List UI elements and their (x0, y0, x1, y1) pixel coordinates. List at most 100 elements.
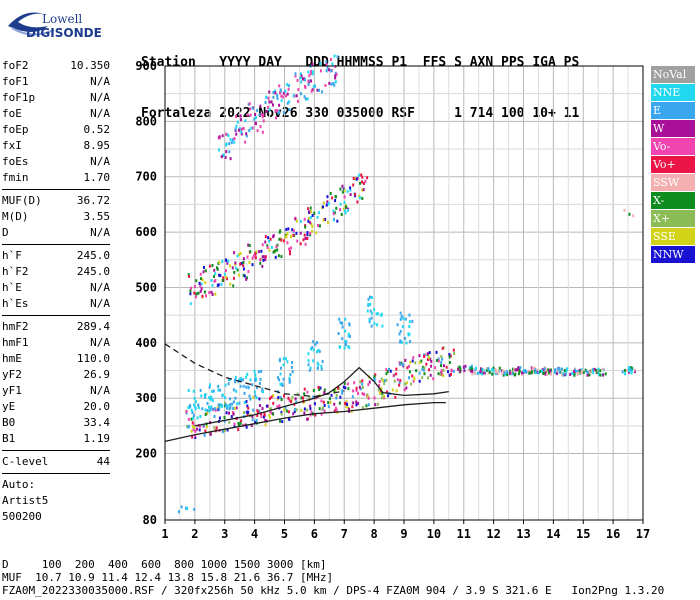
echo-point (370, 316, 373, 320)
echo-point (339, 321, 342, 325)
echo-point (408, 370, 411, 374)
legend-item: W (651, 120, 695, 137)
echo-point (307, 207, 310, 211)
param-row: B1 1.19 (2, 431, 112, 447)
echo-point (189, 286, 192, 290)
echo-point (217, 384, 220, 388)
echo-point (280, 410, 283, 414)
param-value: 245.0 (76, 265, 110, 278)
echo-point (561, 372, 564, 376)
echo-point (249, 107, 252, 111)
echo-point (447, 370, 450, 374)
param-label: foE (2, 107, 22, 120)
param-separator (2, 450, 110, 451)
echo-point (307, 352, 310, 356)
echo-point (275, 245, 278, 249)
echo-point (473, 371, 476, 375)
echo-point (225, 258, 228, 262)
echo-point (235, 406, 238, 410)
echo-point (327, 202, 330, 206)
echo-point (562, 372, 565, 376)
echo-point (193, 426, 196, 430)
echo-point (312, 84, 315, 88)
echo-point (373, 375, 376, 379)
param-label: hmF1 (2, 336, 29, 349)
echo-point (277, 376, 280, 380)
param-label: fxI (2, 139, 22, 152)
x-tick-label: 8 (371, 527, 378, 541)
x-tick-labels: 1 2 3 4 5 6 7 8 9 10 11 12 13 14 15 16 17 (161, 527, 650, 541)
echo-point (356, 401, 359, 405)
echo-point (218, 406, 221, 410)
echo-point (442, 364, 445, 368)
param-row: MUF(D) 36.72 (2, 193, 112, 209)
echo-point (348, 346, 351, 350)
param-label: yF2 (2, 368, 22, 381)
echo-point (383, 394, 386, 398)
echo-point (229, 282, 232, 286)
echo-point (498, 369, 501, 373)
echo-point (361, 180, 364, 184)
echo-point (361, 392, 364, 396)
echo-point (250, 126, 253, 130)
echo-point (341, 337, 344, 341)
echo-point (344, 329, 347, 333)
echo-point (544, 370, 547, 374)
echo-point (326, 66, 329, 70)
echo-point (291, 370, 294, 374)
echo-point (313, 84, 316, 88)
legend-item: SSW (651, 174, 695, 191)
echo-point (352, 401, 355, 405)
echo-point (280, 412, 283, 416)
echo-point (255, 419, 258, 423)
echo-point (312, 340, 315, 344)
echo-point (321, 205, 324, 209)
echo-point (373, 378, 376, 382)
echo-point (339, 187, 342, 191)
profile-curves (164, 343, 449, 443)
echo-point (258, 113, 261, 117)
echo-point (199, 388, 202, 392)
echo-point (299, 231, 302, 235)
logo-line2: DIGISONDE (26, 26, 102, 40)
echo-point (193, 291, 196, 295)
scaled-parameters-panel: foF2 10.350 foF1 N/A foF1p N/A foE N/A foEp 0.52 f… (2, 58, 112, 525)
echo-point (180, 505, 183, 509)
echo-point (549, 369, 552, 373)
echo-point (399, 362, 402, 366)
param-value: N/A (90, 281, 110, 294)
echo-point (246, 255, 249, 259)
param-row: h`E N/A (2, 280, 112, 296)
echo-point (352, 389, 355, 393)
echo-point (256, 385, 259, 389)
echo-point (278, 357, 281, 361)
echo-point (481, 368, 484, 372)
echo-point (288, 398, 291, 402)
echo-point (341, 184, 344, 188)
param-value: N/A (90, 91, 110, 104)
param-row: h`F 245.0 (2, 248, 112, 264)
echo-point (266, 246, 269, 250)
param-row: hmF1 N/A (2, 335, 112, 351)
echo-point (211, 389, 214, 393)
echo-point (519, 366, 522, 370)
echo-point (262, 255, 265, 259)
echo-point (442, 374, 445, 378)
echo-point (220, 155, 223, 159)
echo-point (357, 173, 360, 177)
echo-point (264, 101, 267, 105)
echo-point (239, 377, 242, 381)
echo-point (225, 411, 228, 415)
echo-point (311, 346, 314, 350)
echo-point (197, 403, 200, 407)
echo-point (258, 250, 261, 254)
param-value: N/A (90, 384, 110, 397)
echo-point (239, 421, 242, 425)
echo-point (198, 428, 201, 432)
echo-point (322, 218, 325, 222)
echo-point (323, 391, 326, 395)
echo-point (366, 176, 369, 180)
echo-point (247, 385, 250, 389)
echo-point (208, 397, 211, 401)
echo-point (319, 386, 322, 390)
